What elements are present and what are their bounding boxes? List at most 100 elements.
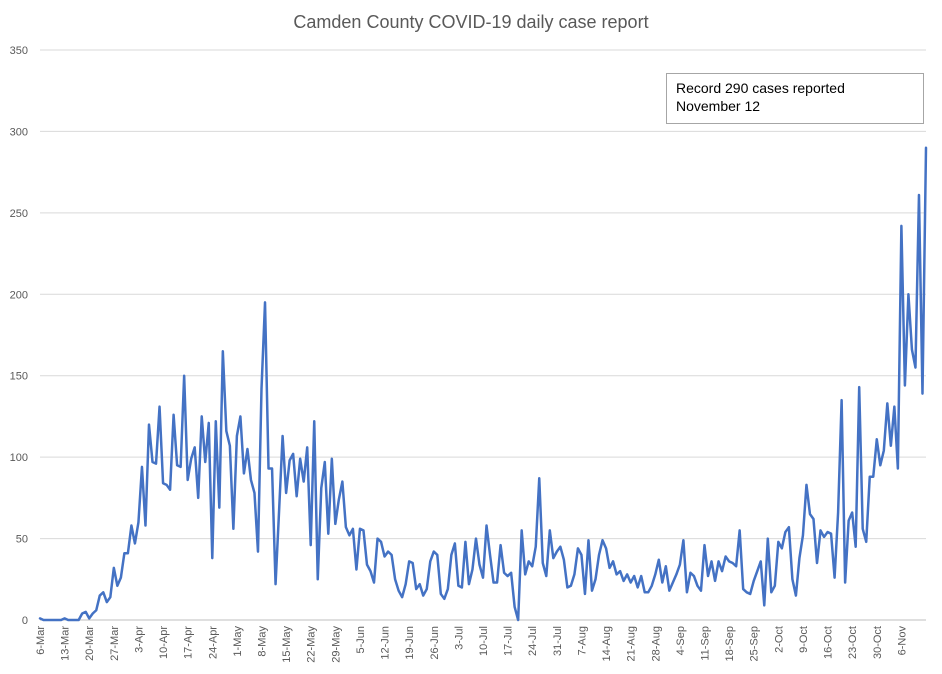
data-point (700, 590, 702, 592)
data-point (735, 565, 737, 567)
data-point (106, 601, 108, 603)
data-point (862, 528, 864, 530)
data-point (222, 350, 224, 352)
data-point (419, 583, 421, 585)
data-point (352, 528, 354, 530)
data-point (292, 453, 294, 455)
x-tick-label: 4-Sep (675, 626, 687, 655)
x-tick-label: 6-Nov (896, 626, 908, 656)
data-point (486, 525, 488, 527)
data-point (299, 458, 301, 460)
data-point (812, 518, 814, 520)
data-point (468, 583, 470, 585)
data-point (784, 531, 786, 533)
data-point (756, 570, 758, 572)
data-point (637, 586, 639, 588)
data-point (830, 533, 832, 535)
x-tick-label: 5-Jun (355, 626, 367, 654)
data-point (602, 539, 604, 541)
data-point (257, 551, 259, 553)
data-point (728, 560, 730, 562)
data-point (587, 539, 589, 541)
data-point (236, 435, 238, 437)
data-point (489, 554, 491, 556)
x-tick-label: 14-Aug (601, 626, 613, 661)
data-point (447, 588, 449, 590)
x-tick-label: 10-Jul (478, 626, 490, 656)
data-point (682, 539, 684, 541)
data-point (545, 575, 547, 577)
data-point (176, 464, 178, 466)
data-point (911, 349, 913, 351)
x-tick-label: 25-Sep (749, 626, 761, 661)
data-point (668, 590, 670, 592)
data-point (640, 575, 642, 577)
x-tick-label: 1-May (232, 626, 244, 657)
data-point (876, 438, 878, 440)
data-point (152, 461, 154, 463)
data-point (865, 541, 867, 543)
data-point (275, 583, 277, 585)
data-point (556, 551, 558, 553)
data-point (763, 604, 765, 606)
data-point (211, 557, 213, 559)
data-point (429, 560, 431, 562)
data-point (95, 609, 97, 611)
data-point (503, 572, 505, 574)
x-tick-label: 30-Oct (872, 626, 884, 659)
data-point (711, 560, 713, 562)
data-point (879, 464, 881, 466)
data-point (433, 551, 435, 553)
data-point (595, 578, 597, 580)
data-point (777, 541, 779, 543)
data-point (872, 476, 874, 478)
data-point (271, 468, 273, 470)
x-axis: 6-Mar 13-Mar 20-Mar 27-Mar 3-Apr 10-Apr 17-Apr… (35, 626, 908, 663)
data-point (907, 293, 909, 295)
data-point (387, 551, 389, 553)
data-point (369, 570, 371, 572)
data-point (85, 611, 87, 613)
data-point (510, 572, 512, 574)
data-point (60, 619, 62, 621)
data-point (88, 617, 90, 619)
data-point (408, 560, 410, 562)
data-point (380, 541, 382, 543)
data-point (443, 598, 445, 600)
data-point (137, 521, 139, 523)
data-point (457, 585, 459, 587)
y-tick-label: 50 (16, 534, 28, 546)
data-point (612, 560, 614, 562)
x-tick-label: 8-May (257, 626, 269, 657)
x-tick-label: 23-Oct (847, 626, 859, 659)
data-point (493, 582, 495, 584)
y-tick-label: 350 (10, 45, 28, 57)
data-point (742, 588, 744, 590)
data-point (651, 585, 653, 587)
data-point (67, 619, 69, 621)
data-point (341, 481, 343, 483)
data-point (672, 582, 674, 584)
data-point (886, 402, 888, 404)
data-point (893, 406, 895, 408)
data-point (169, 489, 171, 491)
data-point (654, 573, 656, 575)
data-point (781, 547, 783, 549)
data-point (883, 450, 885, 452)
data-point (844, 582, 846, 584)
y-tick-label: 300 (10, 126, 28, 138)
y-tick-label: 100 (10, 452, 28, 464)
data-point (440, 593, 442, 595)
data-point (746, 591, 748, 593)
data-point (74, 619, 76, 621)
data-point (78, 619, 80, 621)
data-point (303, 481, 305, 483)
data-point (320, 487, 322, 489)
data-point (570, 585, 572, 587)
data-point (619, 570, 621, 572)
data-point (120, 577, 122, 579)
data-point (405, 583, 407, 585)
data-point (43, 619, 45, 621)
data-point (605, 547, 607, 549)
